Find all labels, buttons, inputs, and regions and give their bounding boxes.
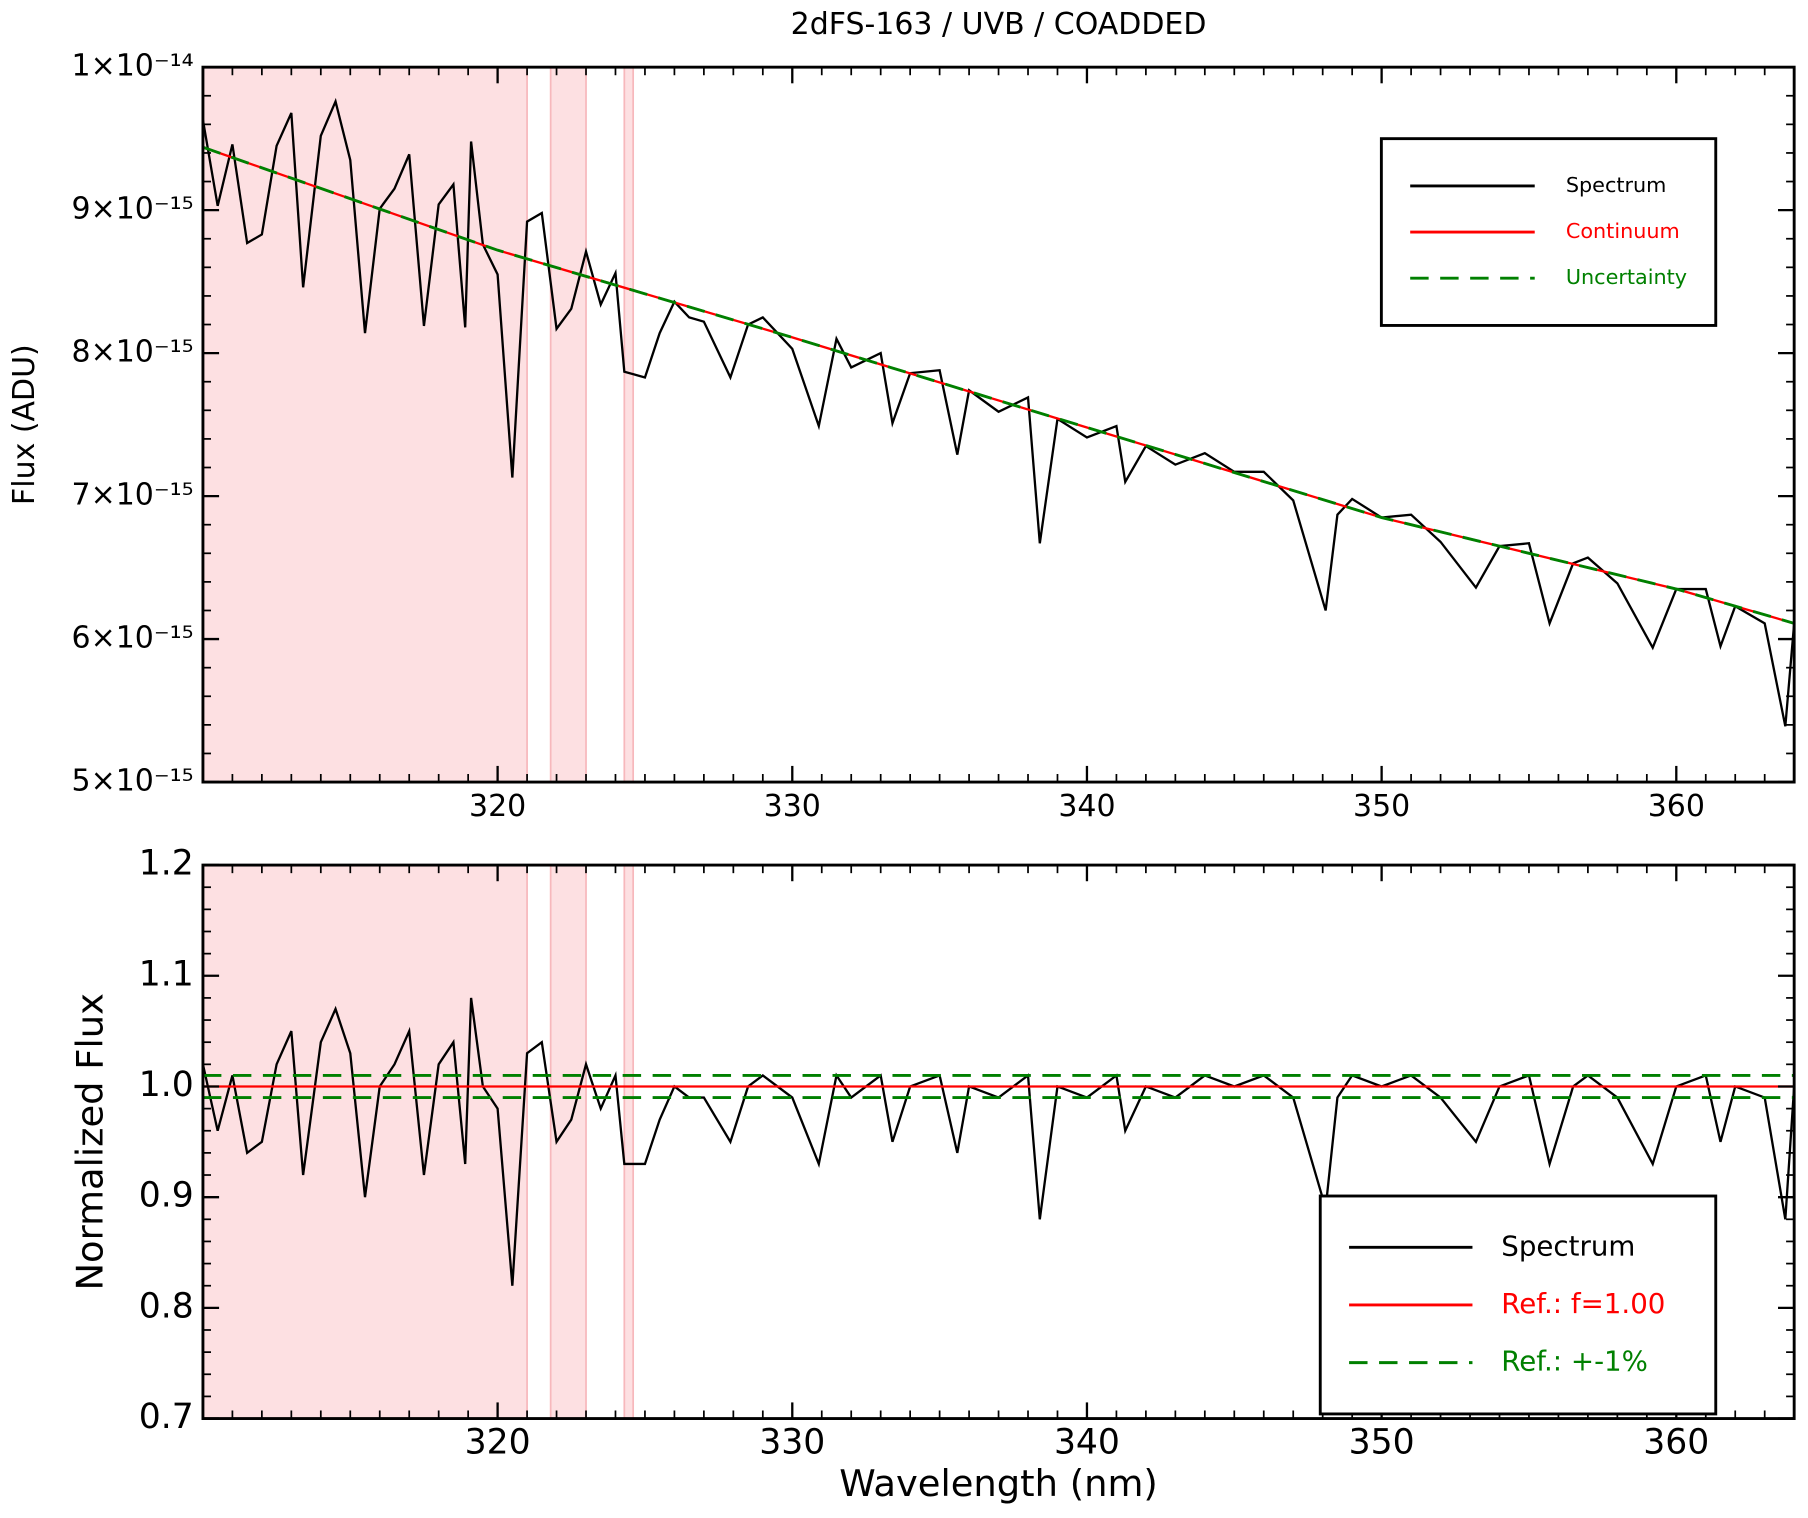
shaded-region [623,865,635,1419]
plot-area [202,67,1795,783]
plot-area [202,865,1795,1419]
x-tick-label: 360 [1648,789,1705,824]
legend-label: Ref.: +-1% [1501,1345,1648,1378]
shaded-region [202,67,528,783]
shaded-region [202,865,528,1419]
x-tick-label: 350 [1353,789,1410,824]
legend-label: Ref.: f=1.00 [1501,1287,1665,1320]
x-tick-label: 320 [469,789,526,824]
x-tick-label: 320 [465,1422,531,1462]
series-line [202,145,1795,625]
shaded-region [623,67,635,783]
y-tick-label: 1.2 [139,844,194,884]
y-tick-label: 0.7 [139,1397,194,1437]
x-tick-label: 340 [1058,789,1115,824]
shaded-region [549,67,587,783]
x-tick-label: 330 [759,1422,825,1462]
y-axis-label: Flux (ADU) [7,344,42,505]
x-tick-label: 340 [1054,1422,1120,1462]
y-tick-label: 6×10⁻¹⁵ [72,621,194,656]
legend-label: Spectrum [1501,1229,1635,1262]
y-tick-label: 1×10⁻¹⁴ [72,49,194,84]
x-tick-label: 360 [1643,1422,1709,1462]
x-tick-label: 350 [1349,1422,1415,1462]
y-tick-label: 7×10⁻¹⁵ [72,478,194,513]
y-tick-label: 5×10⁻¹⁵ [72,764,194,799]
chart-title: 2dFS-163 / UVB / COADDED [791,7,1207,42]
y-tick-label: 8×10⁻¹⁵ [72,335,194,370]
y-tick-label: 1.1 [139,954,194,994]
y-tick-label: 1.0 [139,1065,194,1105]
legend-label: Spectrum [1566,173,1667,197]
legend-label: Uncertainty [1566,265,1687,289]
y-tick-label: 0.8 [139,1286,194,1326]
y-tick-label: 9×10⁻¹⁵ [72,192,194,227]
legend-label: Continuum [1566,219,1680,243]
y-tick-label: 0.9 [139,1176,194,1216]
shaded-region [549,865,587,1419]
x-axis-label: Wavelength (nm) [839,1462,1158,1505]
x-tick-label: 330 [764,789,821,824]
series-line [202,97,1795,727]
y-axis-label: Normalized Flux [69,993,112,1290]
